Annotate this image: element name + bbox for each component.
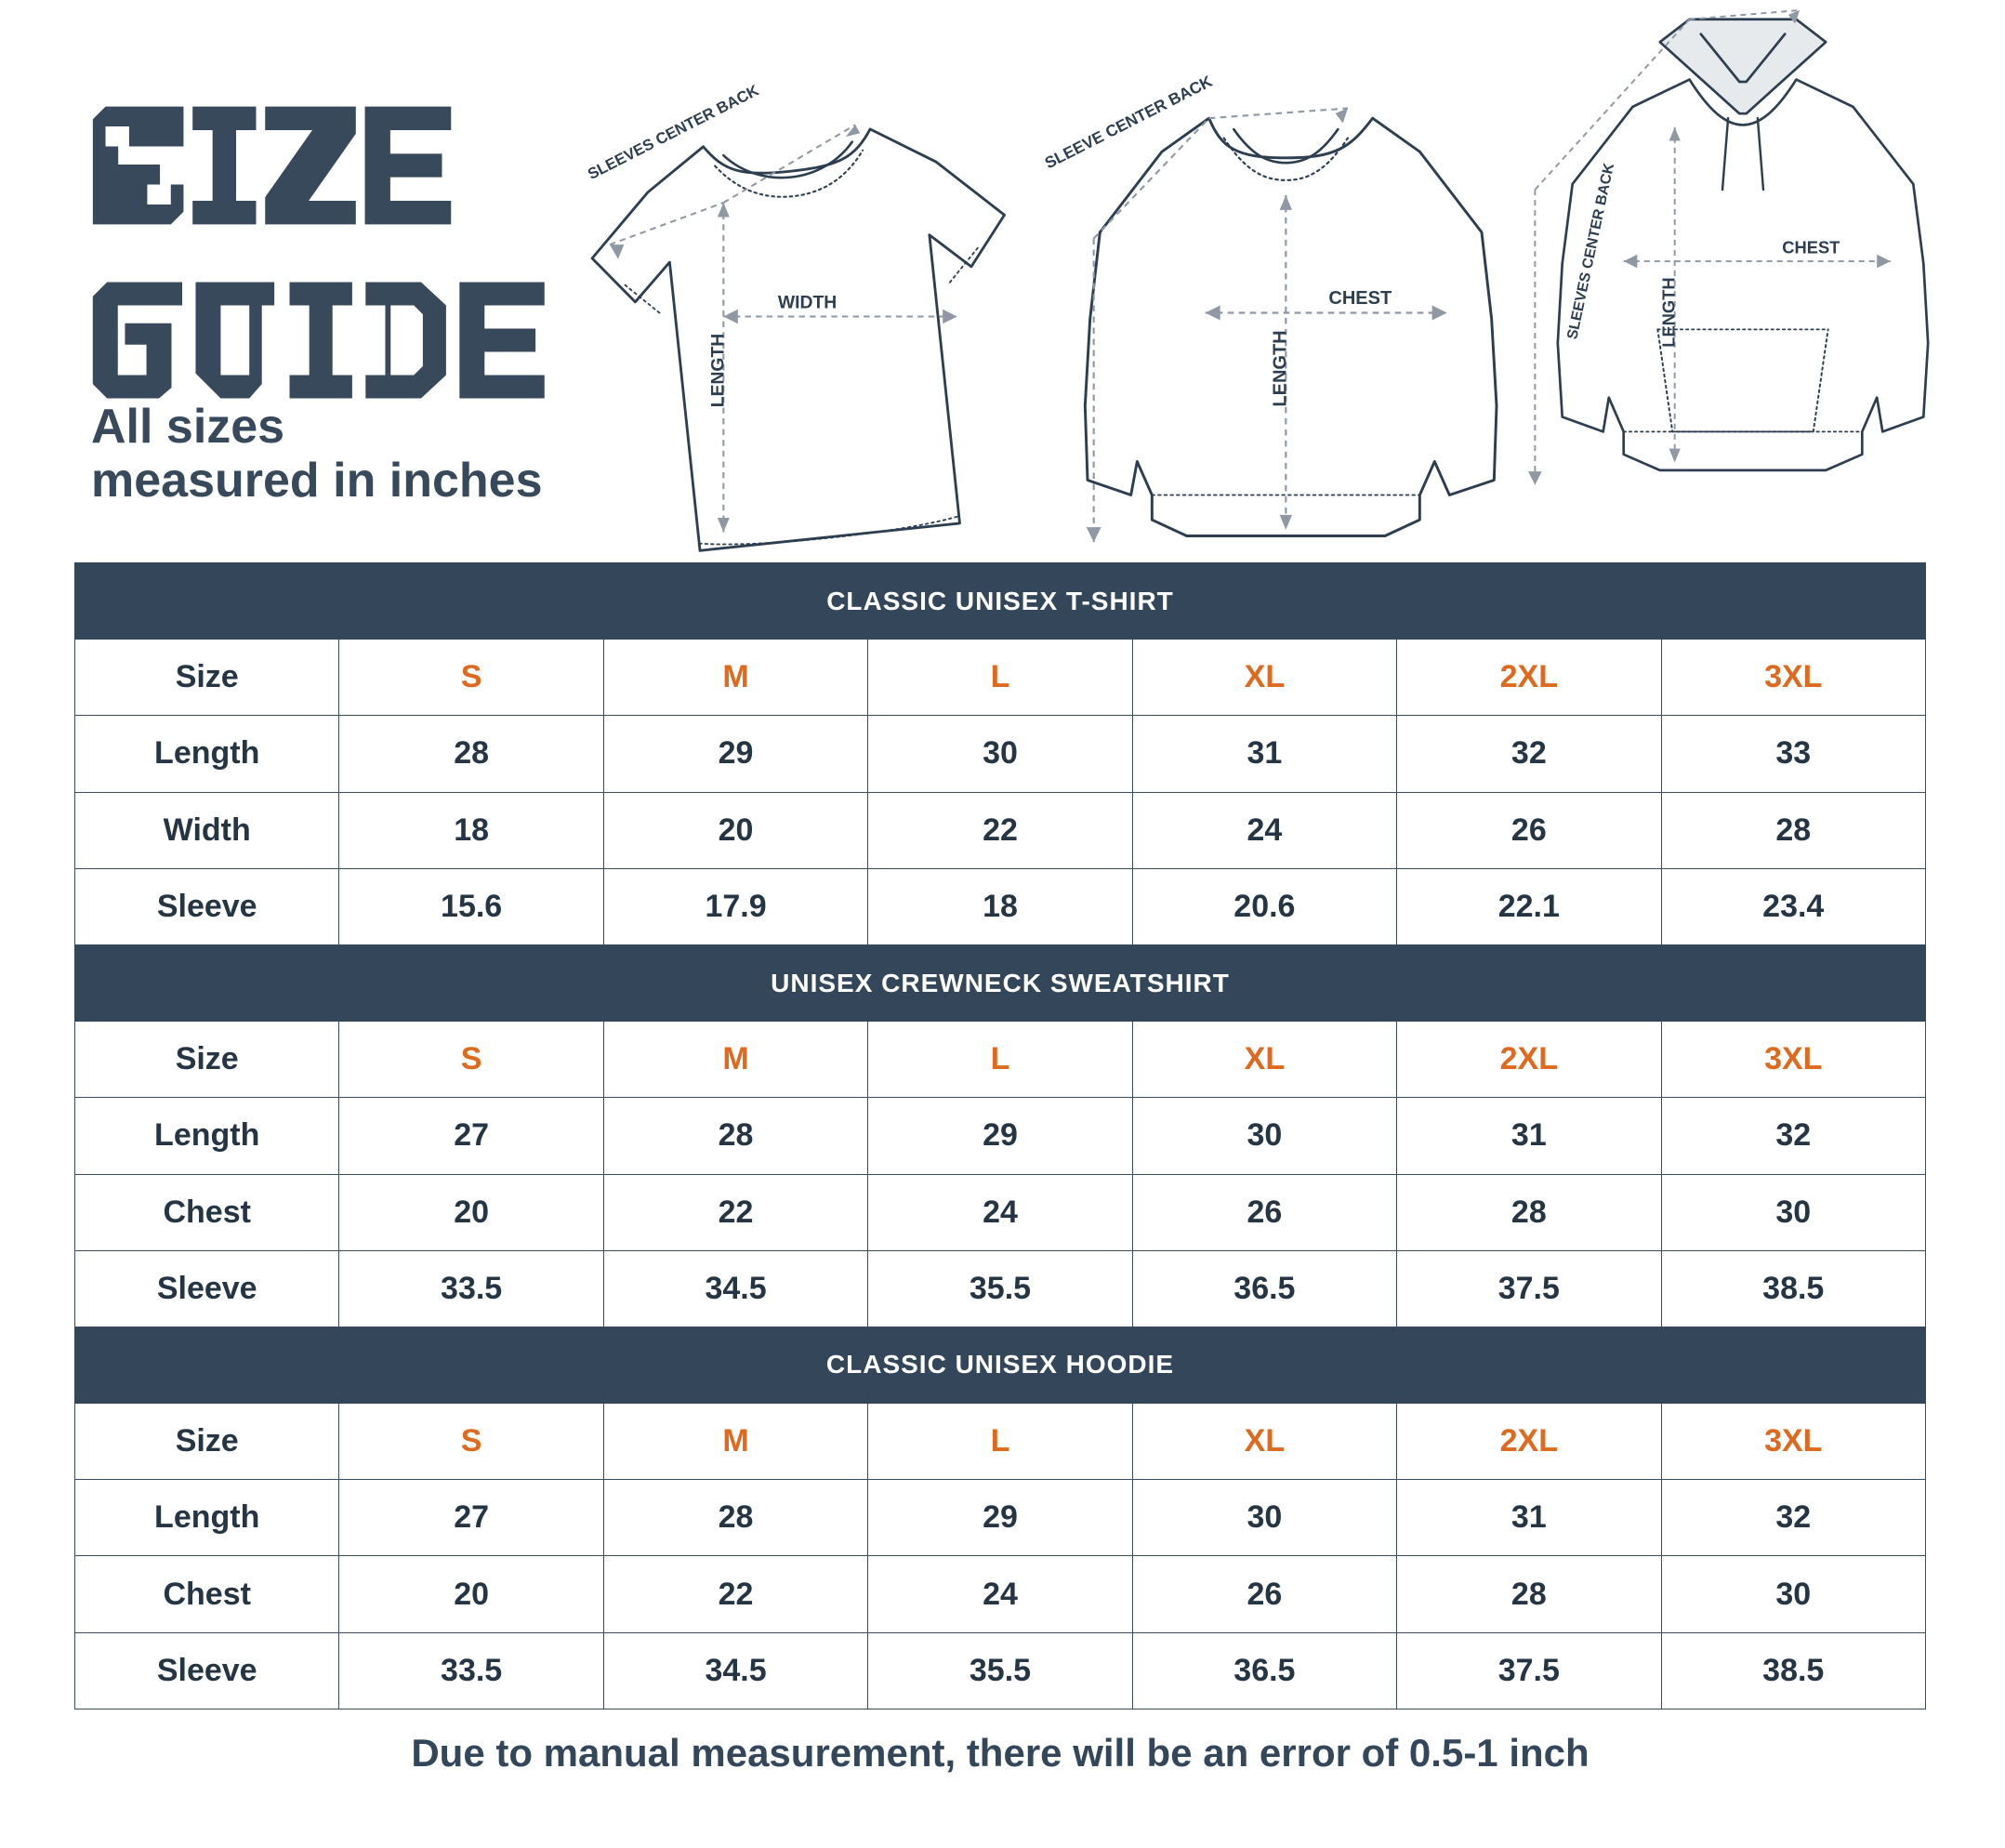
svg-text:LENGTH: LENGTH (708, 334, 728, 407)
svg-text:LENGTH: LENGTH (1659, 277, 1679, 347)
svg-text:CHEST: CHEST (1782, 238, 1840, 257)
svg-text:SLEEVES CENTER BACK: SLEEVES CENTER BACK (585, 82, 761, 183)
svg-text:LENGTH: LENGTH (1270, 330, 1290, 406)
svg-text:WIDTH: WIDTH (778, 293, 837, 312)
svg-text:CHEST: CHEST (1328, 288, 1392, 309)
svg-text:SLEEVE CENTER BACK: SLEEVE CENTER BACK (1042, 72, 1216, 173)
